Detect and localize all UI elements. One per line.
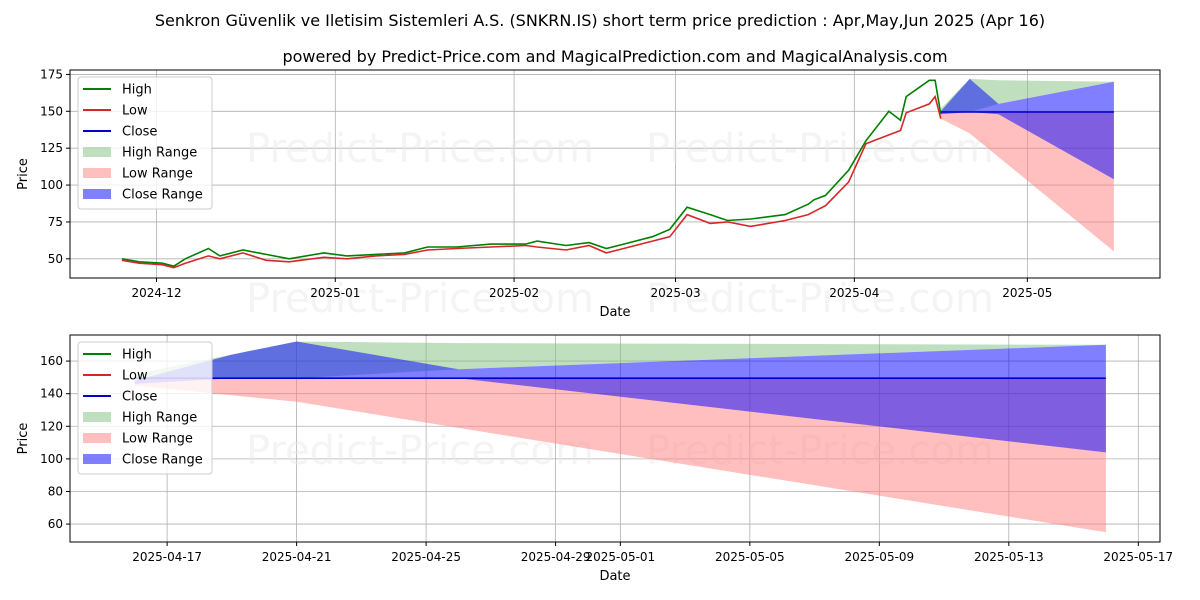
y-tick-label: 150	[40, 104, 63, 118]
y-tick-label: 100	[40, 452, 63, 466]
y-tick-label: 125	[40, 141, 63, 155]
x-tick-label: 2025-04-25	[391, 550, 461, 564]
chart-subtitle: powered by Predict-Price.com and Magical…	[282, 47, 947, 66]
plot-frame	[69, 334, 1161, 543]
y-tick-label: 120	[40, 419, 63, 433]
legend-box	[77, 341, 213, 475]
legend: High Low Close High Range Low Range Close Ran…	[77, 76, 213, 210]
x-tick-label: 2025-02	[489, 286, 539, 300]
close-range-area	[940, 78, 1114, 180]
legend: High Low Close High Range Low Range Close Ran…	[77, 341, 213, 475]
plot-frame	[69, 69, 1161, 279]
y-tick-label: 50	[48, 252, 63, 266]
y-tick-label: 80	[48, 484, 63, 498]
legend-swatch-close-range	[83, 189, 111, 199]
legend-label: Low	[122, 369, 148, 384]
x-tick-label: 2025-05-05	[715, 550, 785, 564]
x-tick-label: 2025-04-29	[521, 550, 591, 564]
x-tick-label: 2024-12	[131, 286, 181, 300]
x-tick-label: 2025-05-09	[844, 550, 914, 564]
x-tick-label: 2025-04-17	[132, 550, 202, 564]
y-tick-label: 175	[40, 67, 63, 81]
panel-1: Predict-Price.com Predict-Price.com Predic…	[16, 67, 1161, 322]
legend-label: Low	[122, 104, 148, 119]
x-axis-label: Date	[599, 305, 630, 320]
legend-label: High	[122, 83, 152, 98]
legend-label: High Range	[122, 411, 197, 426]
x-tick-label: 2025-01	[310, 286, 360, 300]
y-tick-label: 100	[40, 178, 63, 192]
legend-label: Low Range	[122, 432, 193, 447]
low-line	[121, 94, 942, 269]
y-tick-label: 160	[40, 354, 63, 368]
x-tick-label: 2025-03	[650, 286, 700, 300]
watermark-text: Predict-Price.com	[246, 126, 594, 172]
legend-box	[77, 76, 213, 210]
legend-label: Close	[122, 390, 157, 405]
y-tick-label: 140	[40, 387, 63, 401]
legend-swatch-high-range	[83, 412, 111, 422]
legend-label: High	[122, 348, 152, 363]
legend-label: Low Range	[122, 167, 193, 182]
y-tick-label: 75	[48, 215, 63, 229]
y-tick-label: 60	[48, 517, 63, 531]
x-axis-label: Date	[599, 569, 630, 584]
legend-label: Close Range	[122, 453, 203, 468]
watermark-text: Predict-Price.com	[646, 276, 994, 322]
chart-title: Senkron Güvenlik ve Iletisim Sistemleri …	[155, 11, 1045, 30]
legend-swatch-close-range	[83, 454, 111, 464]
watermark-text: Predict-Price.com	[246, 276, 594, 322]
panel-2: Predict-Price.comPredict-Price.com2025-0…	[16, 334, 1173, 584]
x-tick-label: 2025-05-01	[585, 550, 655, 564]
legend-label: High Range	[122, 146, 197, 161]
y-axis-label: Price	[16, 423, 31, 455]
x-tick-label: 2025-05	[1002, 286, 1052, 300]
legend-swatch-low-range	[83, 168, 111, 178]
x-tick-label: 2025-05-13	[974, 550, 1044, 564]
x-tick-label: 2025-04	[829, 286, 879, 300]
high-line	[121, 79, 942, 268]
legend-swatch-high-range	[83, 147, 111, 157]
legend-swatch-low-range	[83, 433, 111, 443]
x-tick-label: 2025-05-17	[1103, 550, 1173, 564]
x-tick-label: 2025-04-21	[262, 550, 332, 564]
legend-label: Close	[122, 125, 157, 140]
legend-label: Close Range	[122, 188, 203, 203]
y-axis-label: Price	[16, 158, 31, 190]
watermark-text: Predict-Price.com	[646, 126, 994, 172]
close-range-area	[134, 341, 1106, 453]
